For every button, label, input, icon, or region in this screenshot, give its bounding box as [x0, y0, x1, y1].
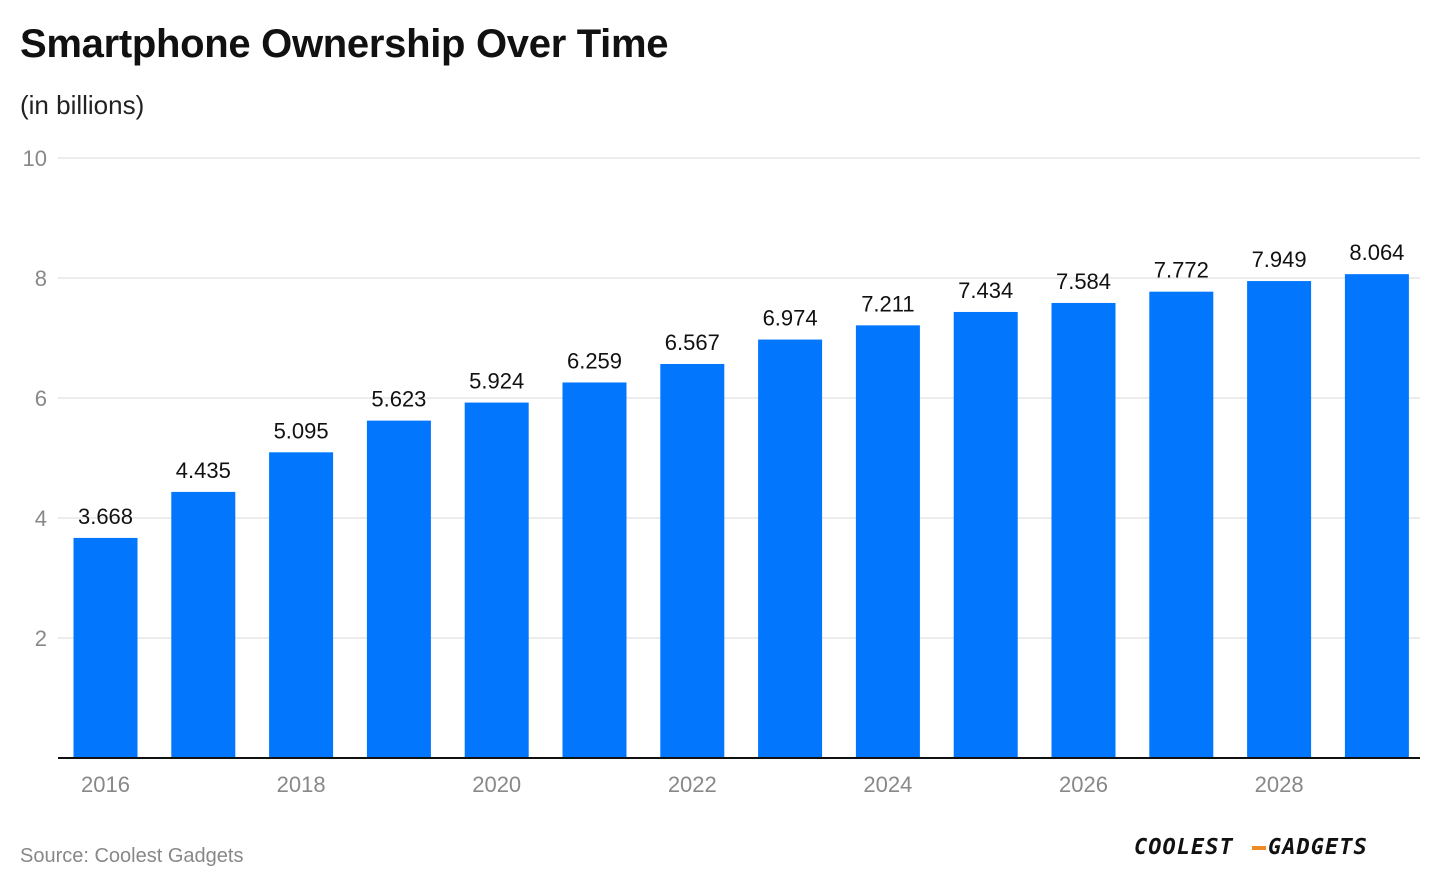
x-tick-label: 2024: [863, 772, 912, 797]
bar: [953, 311, 1018, 758]
svg-text:COOLEST: COOLEST: [1134, 835, 1234, 860]
data-label: 7.584: [1056, 269, 1111, 294]
data-label: 3.668: [78, 504, 133, 529]
data-label: 7.949: [1252, 247, 1307, 272]
y-tick-label: 2: [35, 626, 47, 651]
svg-text:GADGETS: GADGETS: [1268, 835, 1368, 860]
data-label: 5.924: [469, 369, 524, 394]
bar: [269, 452, 334, 758]
bar: [366, 420, 431, 758]
x-tick-label: 2028: [1255, 772, 1304, 797]
data-label: 4.435: [176, 458, 231, 483]
data-label: 7.772: [1154, 258, 1209, 283]
chart-title: Smartphone Ownership Over Time: [20, 22, 669, 66]
data-label: 5.623: [371, 387, 426, 412]
data-label: 7.211: [861, 291, 914, 316]
y-tick-label: 6: [35, 386, 47, 411]
chart-subtitle: (in billions): [20, 90, 145, 120]
x-tick-label: 2026: [1059, 772, 1108, 797]
x-tick-label: 2016: [81, 772, 130, 797]
y-tick-label: 8: [35, 266, 47, 291]
coolest-gadgets-logo: COOLEST GADGETS: [1134, 835, 1368, 860]
data-label: 6.259: [567, 348, 622, 373]
bar: [1149, 291, 1214, 758]
bar: [73, 537, 138, 758]
bar: [562, 382, 627, 758]
bar: [758, 339, 823, 758]
data-label: 5.095: [274, 418, 329, 443]
data-label: 7.434: [958, 278, 1013, 303]
bar: [1051, 302, 1116, 758]
x-tick-label: 2022: [668, 772, 717, 797]
source-note: Source: Coolest Gadgets: [20, 845, 244, 867]
data-label: 6.974: [763, 306, 818, 331]
bar: [1344, 274, 1409, 758]
data-label: 8.064: [1349, 240, 1404, 265]
x-tick-label: 2018: [277, 772, 326, 797]
bar: [464, 402, 529, 758]
bar: [171, 491, 236, 758]
bar: [1247, 281, 1312, 758]
x-tick-label: 2020: [472, 772, 521, 797]
bar: [660, 363, 725, 758]
data-label: 6.567: [665, 330, 720, 355]
bar-chart: 2 4 6 8 10 3.668 4.435 5.095 5.623 5.924 6.259 6.56…: [23, 146, 1420, 797]
y-tick-label: 4: [35, 506, 47, 531]
bar: [855, 325, 920, 758]
y-tick-label: 10: [23, 146, 47, 171]
